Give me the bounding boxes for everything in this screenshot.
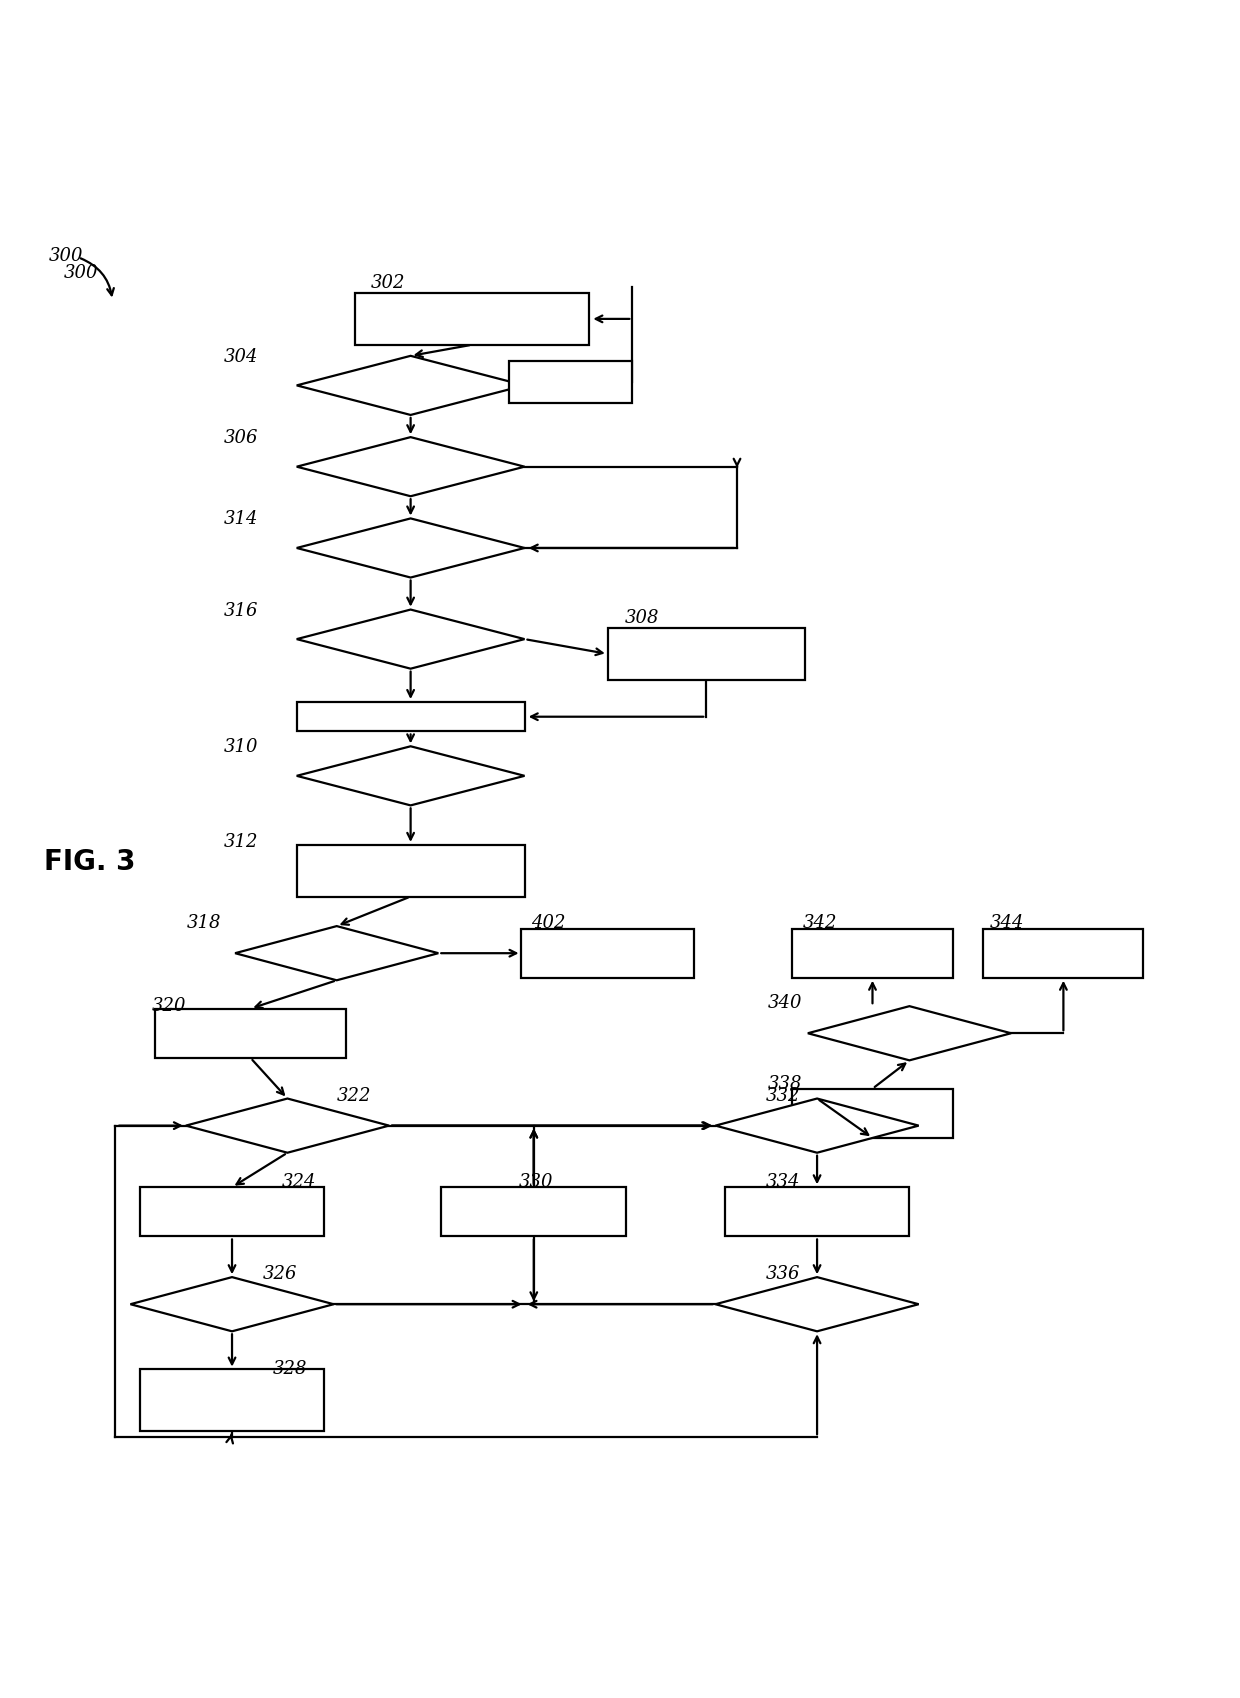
Bar xyxy=(792,1088,952,1138)
Text: 300: 300 xyxy=(63,263,98,282)
Text: 342: 342 xyxy=(802,914,837,932)
Bar xyxy=(792,929,952,978)
Text: 310: 310 xyxy=(223,739,258,756)
Bar xyxy=(724,1187,909,1236)
Text: 316: 316 xyxy=(223,601,258,620)
Text: 312: 312 xyxy=(223,832,258,851)
Polygon shape xyxy=(296,610,525,669)
Text: 340: 340 xyxy=(768,993,802,1012)
Text: 402: 402 xyxy=(531,914,565,932)
Text: 328: 328 xyxy=(273,1360,308,1377)
Text: 318: 318 xyxy=(186,914,221,932)
Polygon shape xyxy=(715,1277,919,1331)
Bar xyxy=(441,1187,626,1236)
Polygon shape xyxy=(186,1099,389,1153)
Polygon shape xyxy=(715,1099,919,1153)
Text: 344: 344 xyxy=(990,914,1024,932)
Text: FIG. 3: FIG. 3 xyxy=(43,847,135,874)
Text: 308: 308 xyxy=(625,608,660,627)
Text: 336: 336 xyxy=(765,1265,800,1282)
Text: 334: 334 xyxy=(765,1172,800,1190)
Bar xyxy=(608,628,805,681)
Bar xyxy=(510,362,632,404)
Polygon shape xyxy=(296,747,525,807)
Text: 338: 338 xyxy=(768,1073,802,1092)
Text: 332: 332 xyxy=(765,1087,800,1104)
Bar xyxy=(983,929,1143,978)
Text: 314: 314 xyxy=(223,509,258,528)
Polygon shape xyxy=(296,357,525,416)
Bar xyxy=(296,846,525,897)
Bar xyxy=(140,1370,325,1431)
Bar xyxy=(155,1009,346,1058)
Text: 320: 320 xyxy=(153,997,186,1014)
Text: 326: 326 xyxy=(263,1265,298,1282)
Polygon shape xyxy=(807,1007,1011,1061)
Polygon shape xyxy=(130,1277,334,1331)
Text: 330: 330 xyxy=(520,1172,553,1190)
Bar xyxy=(140,1187,325,1236)
Bar xyxy=(296,703,525,732)
Polygon shape xyxy=(296,438,525,498)
Text: 306: 306 xyxy=(223,430,258,447)
Text: 304: 304 xyxy=(223,348,258,365)
Bar xyxy=(522,929,694,978)
Text: 322: 322 xyxy=(337,1087,371,1104)
Polygon shape xyxy=(236,927,438,981)
Polygon shape xyxy=(296,520,525,579)
Text: 302: 302 xyxy=(371,273,405,292)
Bar xyxy=(355,294,589,346)
Text: 324: 324 xyxy=(281,1172,316,1190)
Text: 300: 300 xyxy=(48,246,83,265)
